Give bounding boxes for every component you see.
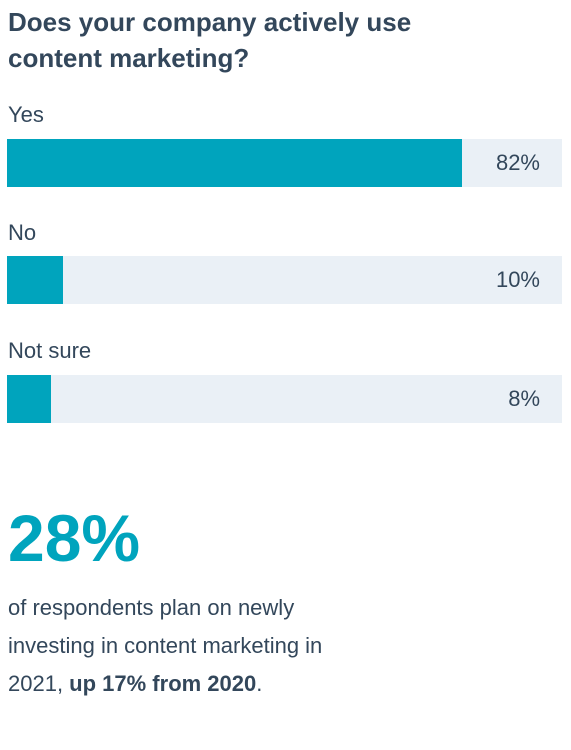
- bar-not-sure: [7, 375, 51, 423]
- bar-track-yes: 82%: [7, 139, 562, 187]
- chart-title: Does your company actively use content m…: [8, 7, 412, 73]
- bar-label-not-sure: Not sure: [8, 338, 92, 363]
- stat-caption: of respondents plan on newly investing i…: [8, 589, 328, 703]
- bar-label-yes: Yes: [8, 102, 44, 127]
- stat-value: 28%: [8, 501, 141, 575]
- bar-value-yes: 82%: [495, 150, 540, 175]
- stat-caption-emphasis: up 17% from 2020: [69, 671, 257, 696]
- bar-track-no: 10%: [7, 256, 562, 304]
- bar-yes: [7, 139, 462, 187]
- stat-caption-text: of respondents plan on newly investing i…: [8, 595, 323, 696]
- bar-track-not-sure: 8%: [7, 375, 562, 423]
- bar-label-no: No: [8, 220, 37, 245]
- bar-value-no: 10%: [495, 267, 540, 292]
- stat-caption-end: .: [256, 671, 263, 696]
- bar-no: [7, 256, 63, 304]
- bar-value-not-sure: 8%: [508, 386, 540, 411]
